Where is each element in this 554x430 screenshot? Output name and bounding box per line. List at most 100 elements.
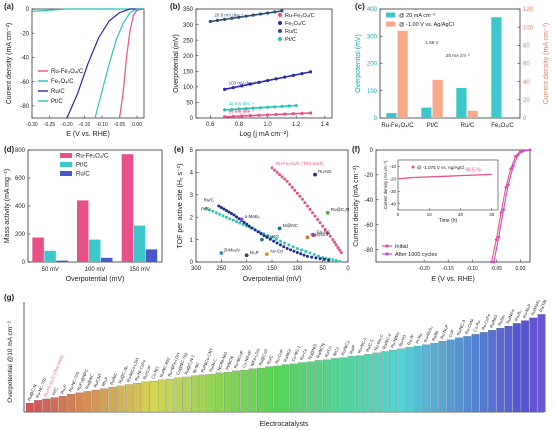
legend-label: Ru/C	[51, 89, 65, 95]
data-point	[290, 185, 294, 189]
legend: Ru-Fe₃O₄/C Pt/C Ru/C	[60, 153, 109, 178]
data-point	[265, 105, 270, 109]
y-tick-label: 400	[367, 7, 378, 13]
data-point	[218, 212, 222, 216]
data-point	[289, 248, 293, 252]
reference-label: Ni₃P	[250, 250, 259, 255]
bar	[157, 379, 166, 413]
x-tick-label: -0.25	[44, 122, 56, 128]
bar	[121, 154, 134, 262]
x-tick-label: 0	[346, 266, 350, 272]
panel-a: (a) -0.30 -0.25 -0.20 -0.15 -0.10 -0.05 0.00 -80…	[4, 2, 145, 138]
bar	[257, 367, 265, 413]
data-point	[305, 254, 309, 258]
data-point	[232, 213, 236, 217]
legend-swatch	[60, 153, 72, 158]
data-point	[514, 154, 517, 158]
data-point	[322, 257, 326, 261]
data-point	[273, 105, 277, 109]
data-point	[256, 230, 260, 234]
bar-label: Ru-Ni₂P	[522, 303, 532, 319]
legend-label: Fe₃O₄/C	[51, 79, 74, 85]
data-point	[251, 13, 255, 17]
data-point	[228, 217, 232, 221]
data-point	[247, 224, 251, 228]
x-axis-label: Time (h)	[439, 218, 458, 224]
bar-label: Ru/C	[266, 354, 274, 365]
data-point	[295, 191, 299, 195]
bar	[488, 330, 496, 413]
data-point	[298, 194, 302, 198]
data-point	[308, 70, 313, 74]
y-tick-label: 0	[26, 7, 30, 13]
bar	[34, 400, 43, 413]
y-tick-label: 40	[523, 80, 530, 86]
bar	[83, 391, 92, 413]
bar	[432, 79, 443, 118]
data-point	[516, 153, 520, 157]
data-point	[244, 14, 248, 18]
panel-f: (f)-0.20 -0.15 -0.10 -0.05 0.00-80-60-40-200…	[352, 145, 532, 283]
data-point	[294, 103, 298, 108]
data-point	[204, 206, 208, 210]
reference-label: Ru@GnP	[310, 232, 329, 237]
data-point	[244, 106, 248, 111]
plot-frame	[375, 149, 531, 263]
data-point	[240, 114, 244, 118]
data-point	[217, 204, 221, 208]
bar	[232, 370, 241, 413]
bar	[190, 375, 199, 413]
bar	[386, 113, 397, 118]
bar-label: Ru₂B₃	[513, 309, 522, 322]
y-tick-label: -60	[364, 223, 373, 229]
y-tick-label: -40	[364, 198, 373, 204]
bar	[463, 336, 472, 413]
data-point	[222, 207, 226, 211]
bar	[471, 334, 480, 413]
bar-label: Ru-W	[406, 334, 415, 346]
legend-label: @ -1.075 V vs. Ag/AgCl	[417, 165, 464, 170]
data-point	[257, 80, 261, 84]
bar	[479, 332, 488, 413]
y-tick-label: -40	[20, 56, 29, 62]
bar	[290, 363, 298, 413]
data-point	[231, 86, 235, 90]
y-tick-label: 0	[190, 116, 194, 122]
category-label: Ru/C	[461, 123, 475, 129]
bar	[166, 378, 175, 413]
bar	[223, 372, 232, 413]
x-tick-label: 0.8	[235, 122, 244, 128]
data-point	[280, 9, 284, 13]
series-label: Ru-Fe₃O₄/C (This work)	[276, 161, 324, 166]
legend-label: Ru-Fe₃O₄/C	[285, 13, 315, 19]
bar	[248, 368, 257, 413]
reference-point	[219, 251, 224, 255]
panel-letter: (a)	[4, 2, 14, 11]
annotation: 25 mA cm⁻²	[446, 53, 470, 58]
data-point	[311, 211, 315, 215]
retention-label: 96.5 %	[465, 167, 481, 173]
x-tick-label: 100	[292, 266, 303, 272]
data-point	[282, 245, 286, 249]
y-tick-label: -20	[389, 176, 396, 181]
data-point	[338, 248, 342, 252]
x-axis-label: E (V vs. RHE)	[66, 131, 110, 138]
reference-point	[244, 253, 249, 258]
data-point	[274, 112, 278, 117]
data-point	[237, 107, 241, 111]
panel-letter: (e)	[174, 145, 184, 154]
data-point	[499, 210, 503, 214]
x-tick-label: -0.10	[96, 122, 108, 128]
data-point	[494, 238, 498, 242]
panel-letter: (f)	[352, 145, 360, 154]
data-point	[235, 215, 239, 219]
y-axis-label: Overpotential (mV)	[355, 34, 362, 93]
reference-label: Ru@C₂N	[331, 207, 350, 212]
bar	[529, 317, 538, 413]
x-tick-label: 250	[216, 266, 227, 272]
bar	[491, 17, 502, 118]
data-point	[280, 104, 284, 109]
y-tick-label: 300	[367, 34, 378, 40]
legend: Ru-Fe₃O₄/C Fe₃O₄/C Ru/C Pt/C	[278, 13, 315, 43]
x-tick-label: 1.2	[292, 122, 301, 128]
